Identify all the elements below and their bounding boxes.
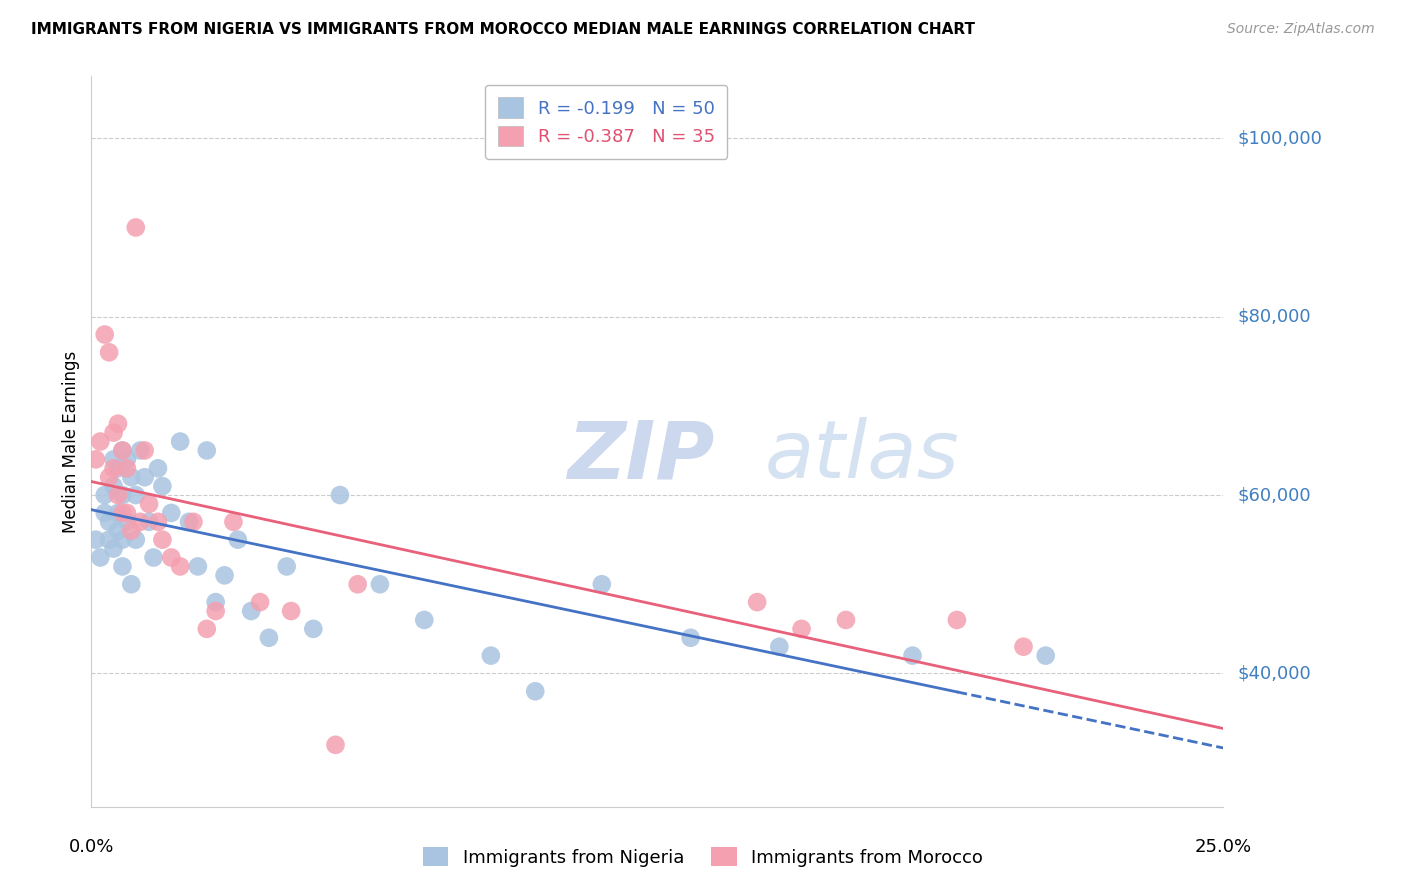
Point (222, 515, 245, 529)
Point (160, 506, 183, 520)
Legend: Immigrants from Nigeria, Immigrants from Morocco: Immigrants from Nigeria, Immigrants from… (416, 840, 990, 874)
Point (591, 577, 613, 591)
Point (111, 488, 134, 502)
Point (240, 604, 263, 618)
Point (325, 738, 347, 752)
Point (790, 622, 813, 636)
Point (103, 461, 125, 475)
Point (204, 604, 226, 618)
Point (169, 559, 191, 574)
Point (89, 550, 111, 565)
Point (195, 443, 218, 458)
Point (120, 524, 142, 538)
Point (946, 613, 969, 627)
Point (111, 443, 134, 458)
Point (98, 533, 121, 547)
Point (134, 443, 156, 458)
Point (413, 613, 436, 627)
Point (152, 533, 174, 547)
Point (346, 577, 368, 591)
Point (835, 613, 858, 627)
Text: $60,000: $60,000 (1237, 486, 1310, 504)
Point (107, 506, 129, 520)
Point (901, 648, 924, 663)
Point (111, 533, 134, 547)
Legend: R = -0.199   N = 50, R = -0.387   N = 35: R = -0.199 N = 50, R = -0.387 N = 35 (485, 85, 727, 159)
Point (138, 497, 160, 511)
Point (84, 533, 107, 547)
Point (368, 577, 391, 591)
Point (93, 506, 115, 520)
Point (125, 220, 148, 235)
Point (89, 434, 111, 449)
Point (214, 568, 236, 582)
Text: $100,000: $100,000 (1237, 129, 1322, 147)
Point (204, 595, 226, 609)
Point (107, 488, 129, 502)
Point (115, 461, 138, 475)
Point (1035, 648, 1057, 663)
Point (115, 515, 138, 529)
Point (1012, 640, 1035, 654)
Point (146, 461, 169, 475)
Text: $40,000: $40,000 (1237, 665, 1310, 682)
Point (111, 559, 134, 574)
Point (103, 479, 125, 493)
Point (276, 559, 298, 574)
Text: atlas: atlas (765, 417, 959, 495)
Point (146, 515, 169, 529)
Point (115, 452, 138, 467)
Point (226, 533, 249, 547)
Point (280, 604, 302, 618)
Point (93, 327, 115, 342)
Point (160, 550, 183, 565)
Text: 0.0%: 0.0% (69, 838, 114, 855)
Point (183, 515, 205, 529)
Text: IMMIGRANTS FROM NIGERIA VS IMMIGRANTS FROM MOROCCO MEDIAN MALE EARNINGS CORRELAT: IMMIGRANTS FROM NIGERIA VS IMMIGRANTS FR… (31, 22, 974, 37)
Point (125, 533, 148, 547)
Point (98, 470, 121, 484)
Point (249, 595, 271, 609)
Text: $80,000: $80,000 (1237, 308, 1310, 326)
Point (747, 595, 769, 609)
Point (524, 684, 547, 698)
Point (134, 470, 156, 484)
Point (98, 515, 121, 529)
Point (107, 417, 129, 431)
Point (129, 515, 152, 529)
Point (187, 559, 209, 574)
Point (111, 443, 134, 458)
Point (125, 488, 148, 502)
Point (129, 443, 152, 458)
Point (679, 631, 702, 645)
Point (115, 506, 138, 520)
Point (103, 452, 125, 467)
Point (138, 515, 160, 529)
Text: 25.0%: 25.0% (1195, 838, 1251, 855)
Point (98, 345, 121, 359)
Y-axis label: Median Male Earnings: Median Male Earnings (62, 351, 80, 533)
Point (93, 488, 115, 502)
Point (152, 479, 174, 493)
Point (84, 452, 107, 467)
Point (103, 425, 125, 440)
Point (169, 434, 191, 449)
Point (111, 506, 134, 520)
Point (257, 631, 280, 645)
Point (195, 622, 218, 636)
Point (103, 541, 125, 556)
Point (177, 515, 200, 529)
Point (120, 470, 142, 484)
Text: Source: ZipAtlas.com: Source: ZipAtlas.com (1227, 22, 1375, 37)
Point (302, 622, 325, 636)
Text: ZIP: ZIP (567, 417, 714, 495)
Point (329, 488, 352, 502)
Point (120, 577, 142, 591)
Point (107, 524, 129, 538)
Point (107, 461, 129, 475)
Point (479, 648, 502, 663)
Point (142, 550, 165, 565)
Point (768, 640, 790, 654)
